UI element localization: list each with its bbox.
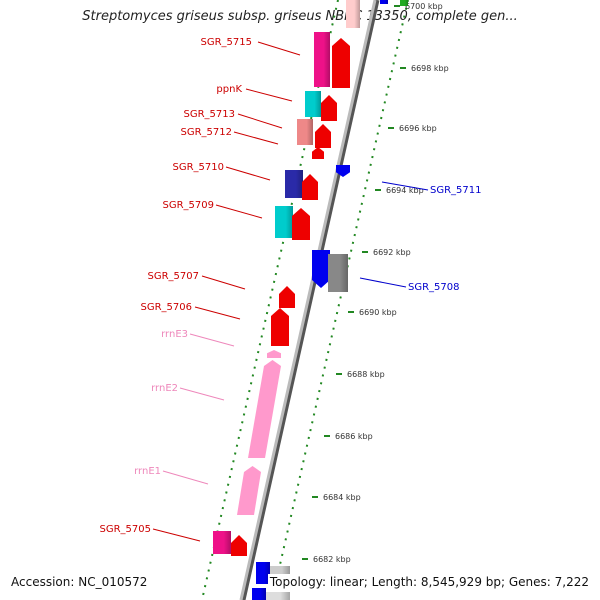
gene-rrne1[interactable]	[237, 466, 261, 515]
gene-label[interactable]: ppnK	[216, 84, 242, 95]
gene-label[interactable]: SGR_5707	[148, 271, 200, 282]
genome-summary: Topology: linear; Length: 8,545,929 bp; …	[267, 574, 591, 590]
gene-sgr-5715-cog-shade	[323, 32, 330, 87]
gene-sgr-5712[interactable]	[312, 147, 324, 159]
gene-label[interactable]: rrnE2	[151, 383, 178, 394]
scale-ticks: 6700 kbp 6698 kbp 6696 kbp 6694 kbp 6692 kbp…	[302, 2, 449, 564]
gene-ppnk-cog-shade	[314, 91, 321, 117]
axis-line	[239, 0, 377, 600]
gene-label[interactable]: SGR_5715	[201, 37, 253, 48]
gene-features[interactable]	[213, 0, 408, 600]
gene-sgr-5710[interactable]	[302, 174, 318, 200]
gene-label[interactable]: SGR_5713	[184, 109, 236, 120]
tick-label: 6686 kbp	[335, 432, 373, 441]
leader-line	[225, 166, 271, 181]
leader-line	[162, 470, 209, 485]
leader-line	[245, 88, 293, 102]
gene-label[interactable]: rrnE1	[134, 466, 161, 477]
leader-line	[381, 181, 429, 191]
gene-bottom-grey-shade	[282, 566, 290, 576]
gene-label[interactable]: SGR_5712	[181, 127, 233, 138]
tick-label: 6696 kbp	[399, 124, 437, 133]
gene-bottom-blue-2-shade	[260, 588, 266, 600]
leader-line	[152, 528, 201, 542]
axis-shadow	[240, 0, 380, 600]
tick-label: 6700 kbp	[405, 2, 443, 11]
gene-top-green-shade	[404, 0, 408, 6]
tick-label: 6692 kbp	[373, 248, 411, 257]
tick-label: 6688 kbp	[347, 370, 385, 379]
leader-line	[237, 113, 283, 129]
gene-sgr-5713[interactable]	[315, 124, 331, 148]
gene-sgr-5705[interactable]	[231, 535, 247, 556]
gene-sgr-5711[interactable]	[336, 165, 350, 177]
strand-guides	[201, 0, 409, 600]
leader-line	[215, 204, 263, 219]
gene-sgr-5709[interactable]	[292, 208, 310, 240]
tick-label: 6682 kbp	[313, 555, 351, 564]
gene-bottom-grey-2[interactable]	[266, 592, 290, 600]
gene-label[interactable]: rrnE3	[161, 329, 188, 340]
leader-line	[257, 41, 301, 56]
gene-label[interactable]: SGR_5705	[100, 524, 152, 535]
page-title: Streptomyces griseus subsp. griseus NBRC…	[82, 9, 518, 24]
gene-rrne3[interactable]	[267, 350, 281, 358]
gene-sgr-5708[interactable]	[312, 250, 330, 288]
leader-line	[201, 275, 246, 290]
gene-sgr-5713-cog-shade	[306, 119, 313, 145]
gene-sgr-5710-cog-shade	[295, 170, 303, 198]
leader-line	[194, 306, 241, 320]
gene-label[interactable]: SGR_5711	[430, 185, 482, 196]
gene-top-green[interactable]	[400, 0, 408, 6]
gene-sgr-5715[interactable]	[332, 38, 350, 88]
gene-rrne2[interactable]	[248, 360, 281, 458]
gene-labels[interactable]: SGR_5715 ppnK SGR_5713 SGR_5712 SGR_5711 SGR_…	[100, 37, 482, 542]
gene-bottom-blue-1-shade	[264, 562, 270, 584]
gene-top-pale-shade	[354, 0, 360, 28]
gene-sgr-5706[interactable]	[271, 308, 289, 346]
gene-label[interactable]: SGR_5706	[141, 302, 193, 313]
leader-line	[189, 333, 235, 347]
gene-sgr-5705-cog-shade	[223, 531, 231, 554]
tick-label: 6690 kbp	[359, 308, 397, 317]
leader-line	[179, 387, 225, 401]
gene-label[interactable]: SGR_5709	[163, 200, 215, 211]
gene-sgr-5708-cog-shade	[340, 254, 348, 292]
accession-text: Accession: NC_010572	[9, 574, 150, 590]
gene-label[interactable]: SGR_5708	[408, 282, 460, 293]
genome-axis	[239, 0, 380, 600]
gene-sgr-5707[interactable]	[279, 286, 295, 308]
leader-line	[233, 131, 279, 145]
left-dotted-guide	[201, 0, 339, 600]
gene-top-blue-shade	[384, 0, 388, 4]
gene-sgr-5709-cog-shade	[285, 206, 293, 238]
gene-label[interactable]: SGR_5710	[173, 162, 225, 173]
leader-line	[359, 277, 407, 288]
gene-ppnk[interactable]	[321, 95, 337, 121]
tick-label: 6694 kbp	[386, 186, 424, 195]
right-dotted-guide	[271, 0, 409, 600]
gene-bottom-grey[interactable]	[270, 566, 290, 576]
tick-label: 6698 kbp	[411, 64, 449, 73]
tick-label: 6684 kbp	[323, 493, 361, 502]
gene-top-blue[interactable]	[380, 0, 388, 4]
gene-bottom-grey-2-shade	[280, 592, 290, 600]
